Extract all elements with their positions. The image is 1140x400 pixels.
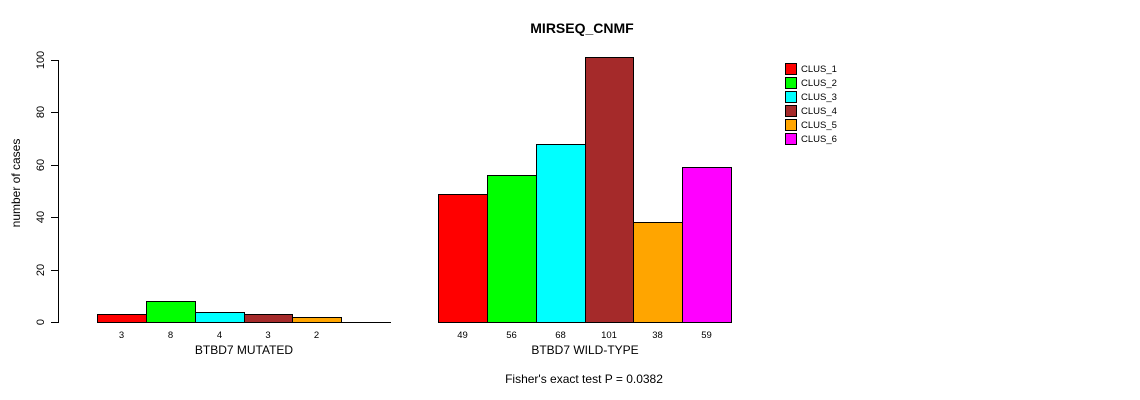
bar-clus_4 <box>585 57 634 323</box>
legend-label: CLUS_5 <box>801 119 837 131</box>
legend-label: CLUS_6 <box>801 133 837 145</box>
legend-swatch-icon <box>785 133 797 145</box>
y-axis-tick <box>51 217 59 218</box>
group-label: BTBD7 WILD-TYPE <box>531 343 639 357</box>
bar-value-label: 2 <box>313 330 320 341</box>
y-axis-line <box>58 60 59 323</box>
legend-label: CLUS_3 <box>801 91 837 103</box>
y-axis-tick <box>51 322 59 323</box>
bar-value-label: 3 <box>118 330 125 341</box>
legend-swatch-icon <box>785 77 797 89</box>
bar-value-label: 3 <box>265 330 271 341</box>
y-axis-tick-label: 100 <box>35 50 47 70</box>
y-axis-title: number of cases <box>9 138 23 228</box>
bar-clus_1 <box>438 194 488 323</box>
y-axis-tick-label: 40 <box>35 210 47 224</box>
y-axis-tick <box>51 270 59 271</box>
bar-value-label: 4 <box>216 330 223 341</box>
y-axis-tick-label: 20 <box>35 263 47 277</box>
bar-value-label: 101 <box>601 330 617 341</box>
bar-clus_3 <box>536 144 586 323</box>
legend-swatch-icon <box>785 63 797 75</box>
bar-clus_2 <box>487 175 537 323</box>
zero-bar-clus_6 <box>341 322 391 323</box>
legend-label: CLUS_1 <box>801 63 837 75</box>
legend-entry: CLUS_2 <box>785 76 837 90</box>
bar-value-label: 49 <box>457 330 468 341</box>
y-axis-tick-label: 0 <box>35 318 47 326</box>
bar-clus_3 <box>195 312 245 323</box>
legend-entry: CLUS_3 <box>785 90 837 104</box>
legend-label: CLUS_4 <box>801 105 837 117</box>
chart-title: MIRSEQ_CNMF <box>530 20 634 36</box>
legend-entry: CLUS_6 <box>785 132 837 146</box>
bar-clus_2 <box>146 301 196 323</box>
legend-label: CLUS_2 <box>801 77 837 89</box>
bar-clus_5 <box>292 317 342 323</box>
y-axis-tick <box>51 60 59 61</box>
legend-entry: CLUS_5 <box>785 118 837 132</box>
legend-entry: CLUS_4 <box>785 104 837 118</box>
bar-value-label: 38 <box>652 330 663 341</box>
legend-swatch-icon <box>785 91 797 103</box>
bar-clus_5 <box>633 222 683 323</box>
bar-clus_1 <box>97 314 147 323</box>
bar-value-label: 56 <box>506 330 517 341</box>
legend-entry: CLUS_1 <box>785 62 837 76</box>
annotation-text: Fisher's exact test P = 0.0382 <box>505 372 663 386</box>
legend-swatch-icon <box>785 119 797 131</box>
y-axis-tick-label: 60 <box>35 158 47 172</box>
group-label: BTBD7 MUTATED <box>194 343 294 357</box>
bar-value-label: 59 <box>701 330 712 341</box>
bar-value-label: 8 <box>167 330 174 341</box>
bar-value-label: 68 <box>555 330 566 341</box>
y-axis-tick <box>51 112 59 113</box>
y-axis-tick <box>51 165 59 166</box>
bar-clus_4 <box>244 314 293 323</box>
y-axis-tick-label: 80 <box>35 105 47 119</box>
legend-swatch-icon <box>785 105 797 117</box>
bar-clus_6 <box>682 167 732 323</box>
